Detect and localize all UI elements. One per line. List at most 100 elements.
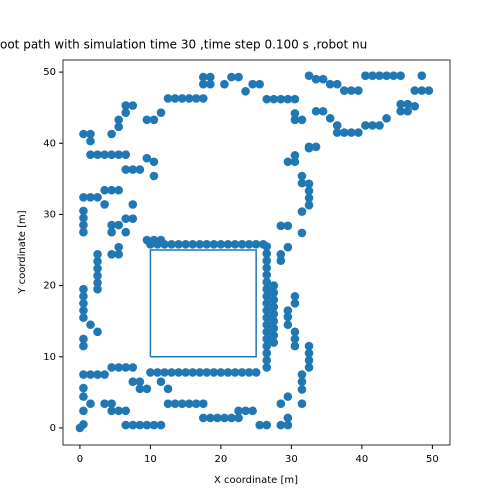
point [128, 420, 138, 430]
point [276, 221, 286, 231]
point [156, 235, 166, 245]
point [128, 377, 138, 386]
point [237, 240, 247, 249]
point [234, 72, 243, 82]
point [79, 406, 88, 416]
point [332, 79, 342, 89]
point [121, 363, 131, 372]
point [128, 214, 138, 223]
point [304, 142, 314, 152]
point [121, 108, 131, 117]
point [174, 240, 183, 249]
point [79, 213, 88, 223]
point [79, 420, 88, 429]
point [262, 363, 272, 372]
y-tick-label: 20 [43, 281, 56, 292]
point [121, 165, 131, 174]
point [107, 249, 116, 259]
point [269, 281, 279, 290]
point [318, 74, 328, 84]
point [79, 284, 88, 294]
point [368, 71, 377, 80]
point [237, 368, 247, 377]
point [262, 256, 272, 265]
point [79, 392, 88, 401]
point [198, 413, 208, 423]
x-tick-label: 40 [356, 454, 369, 465]
point [290, 341, 300, 351]
point [114, 249, 123, 259]
point [297, 377, 307, 386]
y-tick-label: 10 [43, 352, 56, 363]
point [167, 368, 176, 377]
point [223, 240, 233, 249]
point [107, 150, 116, 159]
point [114, 242, 123, 252]
point [79, 334, 88, 344]
point [262, 94, 272, 104]
point [248, 79, 257, 89]
point [100, 399, 109, 409]
point [304, 348, 314, 358]
point [304, 200, 314, 210]
point [216, 368, 226, 377]
point [209, 240, 219, 249]
point [135, 420, 145, 430]
point [121, 227, 131, 237]
point [177, 399, 187, 409]
point [396, 71, 405, 80]
point [262, 306, 272, 315]
point [79, 370, 88, 379]
point [100, 185, 109, 195]
point [304, 179, 314, 189]
point [181, 240, 190, 249]
line [149, 249, 257, 358]
point [114, 220, 123, 230]
point [135, 377, 145, 386]
point [216, 240, 226, 249]
point [304, 193, 314, 203]
point [163, 399, 173, 409]
point [107, 185, 116, 195]
point [79, 206, 88, 216]
point [325, 114, 335, 123]
point [403, 106, 413, 116]
point [128, 101, 138, 110]
point [269, 316, 279, 326]
point [290, 94, 300, 104]
point [276, 249, 286, 259]
point [297, 207, 307, 216]
point [269, 331, 279, 340]
chart-title: oot path with simulation time 30 ,time s… [0, 38, 367, 52]
point [269, 295, 279, 305]
point [188, 368, 198, 377]
point [86, 150, 95, 159]
point [198, 399, 208, 409]
point [339, 86, 349, 95]
point [177, 94, 187, 103]
point [325, 79, 335, 89]
point [142, 420, 152, 430]
point [297, 228, 307, 238]
point [223, 368, 233, 377]
point [304, 71, 314, 80]
point [107, 227, 116, 237]
point [262, 320, 272, 330]
point [93, 271, 102, 280]
point [262, 277, 272, 287]
point [79, 313, 88, 322]
point [283, 413, 293, 423]
point [297, 178, 307, 188]
point [396, 106, 405, 116]
point [410, 101, 420, 111]
point [170, 94, 180, 103]
point [149, 235, 159, 245]
point [290, 299, 300, 308]
point [121, 101, 131, 110]
point [262, 299, 272, 308]
point [191, 399, 201, 409]
point [424, 86, 434, 95]
point [389, 71, 398, 80]
point [417, 71, 427, 80]
